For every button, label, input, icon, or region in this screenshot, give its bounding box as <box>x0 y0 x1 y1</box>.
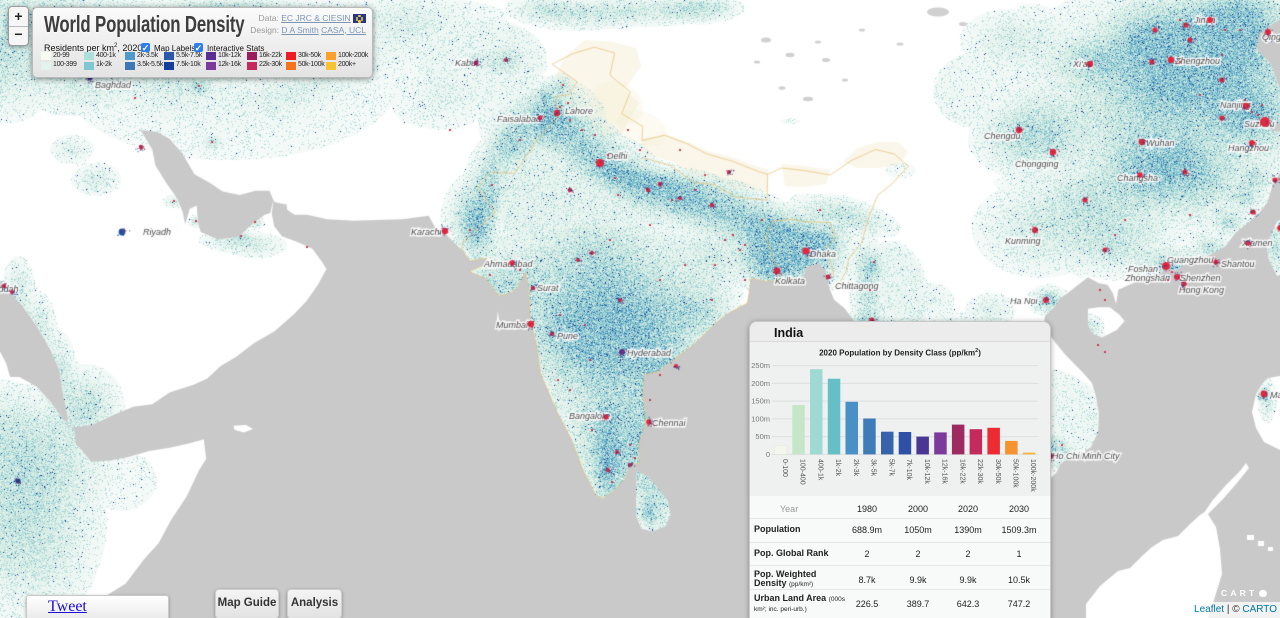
svg-text:12k-16k: 12k-16k <box>941 459 948 484</box>
svg-text:0: 0 <box>766 450 770 459</box>
svg-text:10k-12k: 10k-12k <box>923 459 930 484</box>
svg-text:30k-50k: 30k-50k <box>994 459 1001 484</box>
svg-text:100m: 100m <box>751 415 770 424</box>
svg-text:5k-7k: 5k-7k <box>887 459 894 477</box>
svg-text:200m: 200m <box>751 379 770 388</box>
svg-text:50m: 50m <box>755 432 770 441</box>
svg-text:400-1k: 400-1k <box>816 459 823 481</box>
svg-text:7k-10k: 7k-10k <box>905 459 912 481</box>
svg-text:150m: 150m <box>751 397 770 406</box>
svg-text:2k-3k: 2k-3k <box>852 459 859 477</box>
svg-text:100k-200k: 100k-200k <box>1029 459 1036 492</box>
svg-text:16k-22k: 16k-22k <box>958 459 965 484</box>
svg-text:0-100: 0-100 <box>781 459 788 477</box>
svg-text:1k-2k: 1k-2k <box>834 459 841 477</box>
svg-text:22k-30k: 22k-30k <box>976 459 983 484</box>
svg-text:50k-100k: 50k-100k <box>1012 459 1019 488</box>
svg-text:3k-5k: 3k-5k <box>870 459 877 477</box>
svg-text:100-400: 100-400 <box>799 459 806 485</box>
svg-text:250m: 250m <box>751 361 770 370</box>
